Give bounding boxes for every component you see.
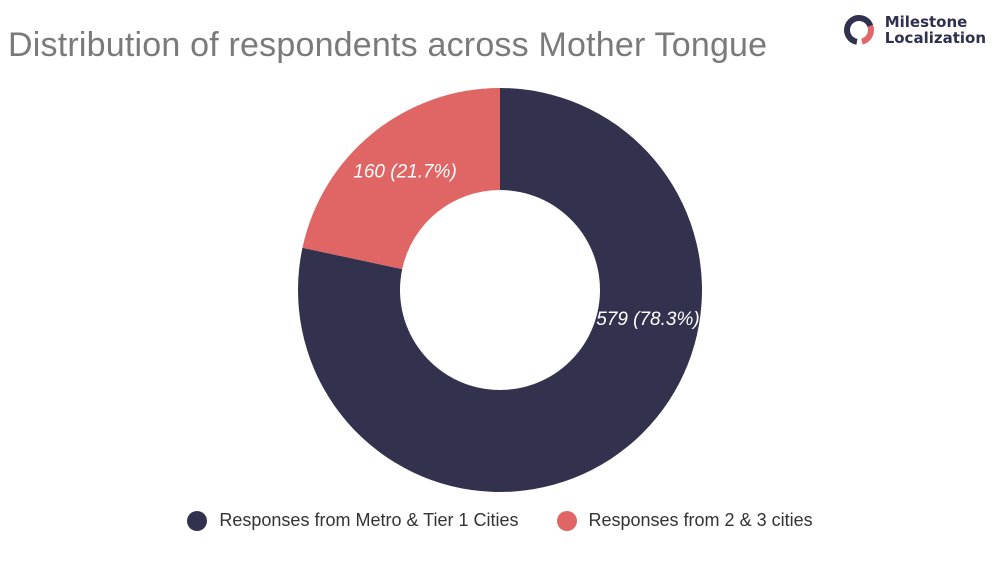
legend-item-1[interactable]: Responses from Metro & Tier 1 Cities — [187, 510, 519, 531]
chart-legend: Responses from Metro & Tier 1 Cities Resp… — [0, 510, 1000, 531]
legend-label-2: Responses from 2 & 3 cities — [588, 510, 813, 530]
milestone-logo-icon — [843, 15, 874, 45]
donut-slice-label-2: 160 (21.7%) — [353, 162, 457, 183]
legend-label-1: Responses from Metro & Tier 1 Cities — [219, 510, 519, 530]
donut-slice-label-1: 579 (78.3%) — [596, 309, 700, 330]
donut-chart: 579 (78.3%) 160 (21.7%) — [298, 88, 702, 492]
donut-slice-2[interactable] — [302, 88, 500, 270]
logo-text-line1: Milestone — [884, 13, 968, 31]
legend-swatch-1 — [187, 510, 208, 531]
logo-text-line2: Localization — [884, 29, 986, 47]
legend-swatch-2 — [556, 510, 577, 531]
donut-slice-1[interactable] — [298, 88, 702, 492]
milestone-logo: Milestone Localization — [841, 12, 986, 48]
legend-item-2[interactable]: Responses from 2 & 3 cities — [556, 510, 813, 531]
chart-title: Distribution of respondents across Mothe… — [8, 26, 768, 64]
